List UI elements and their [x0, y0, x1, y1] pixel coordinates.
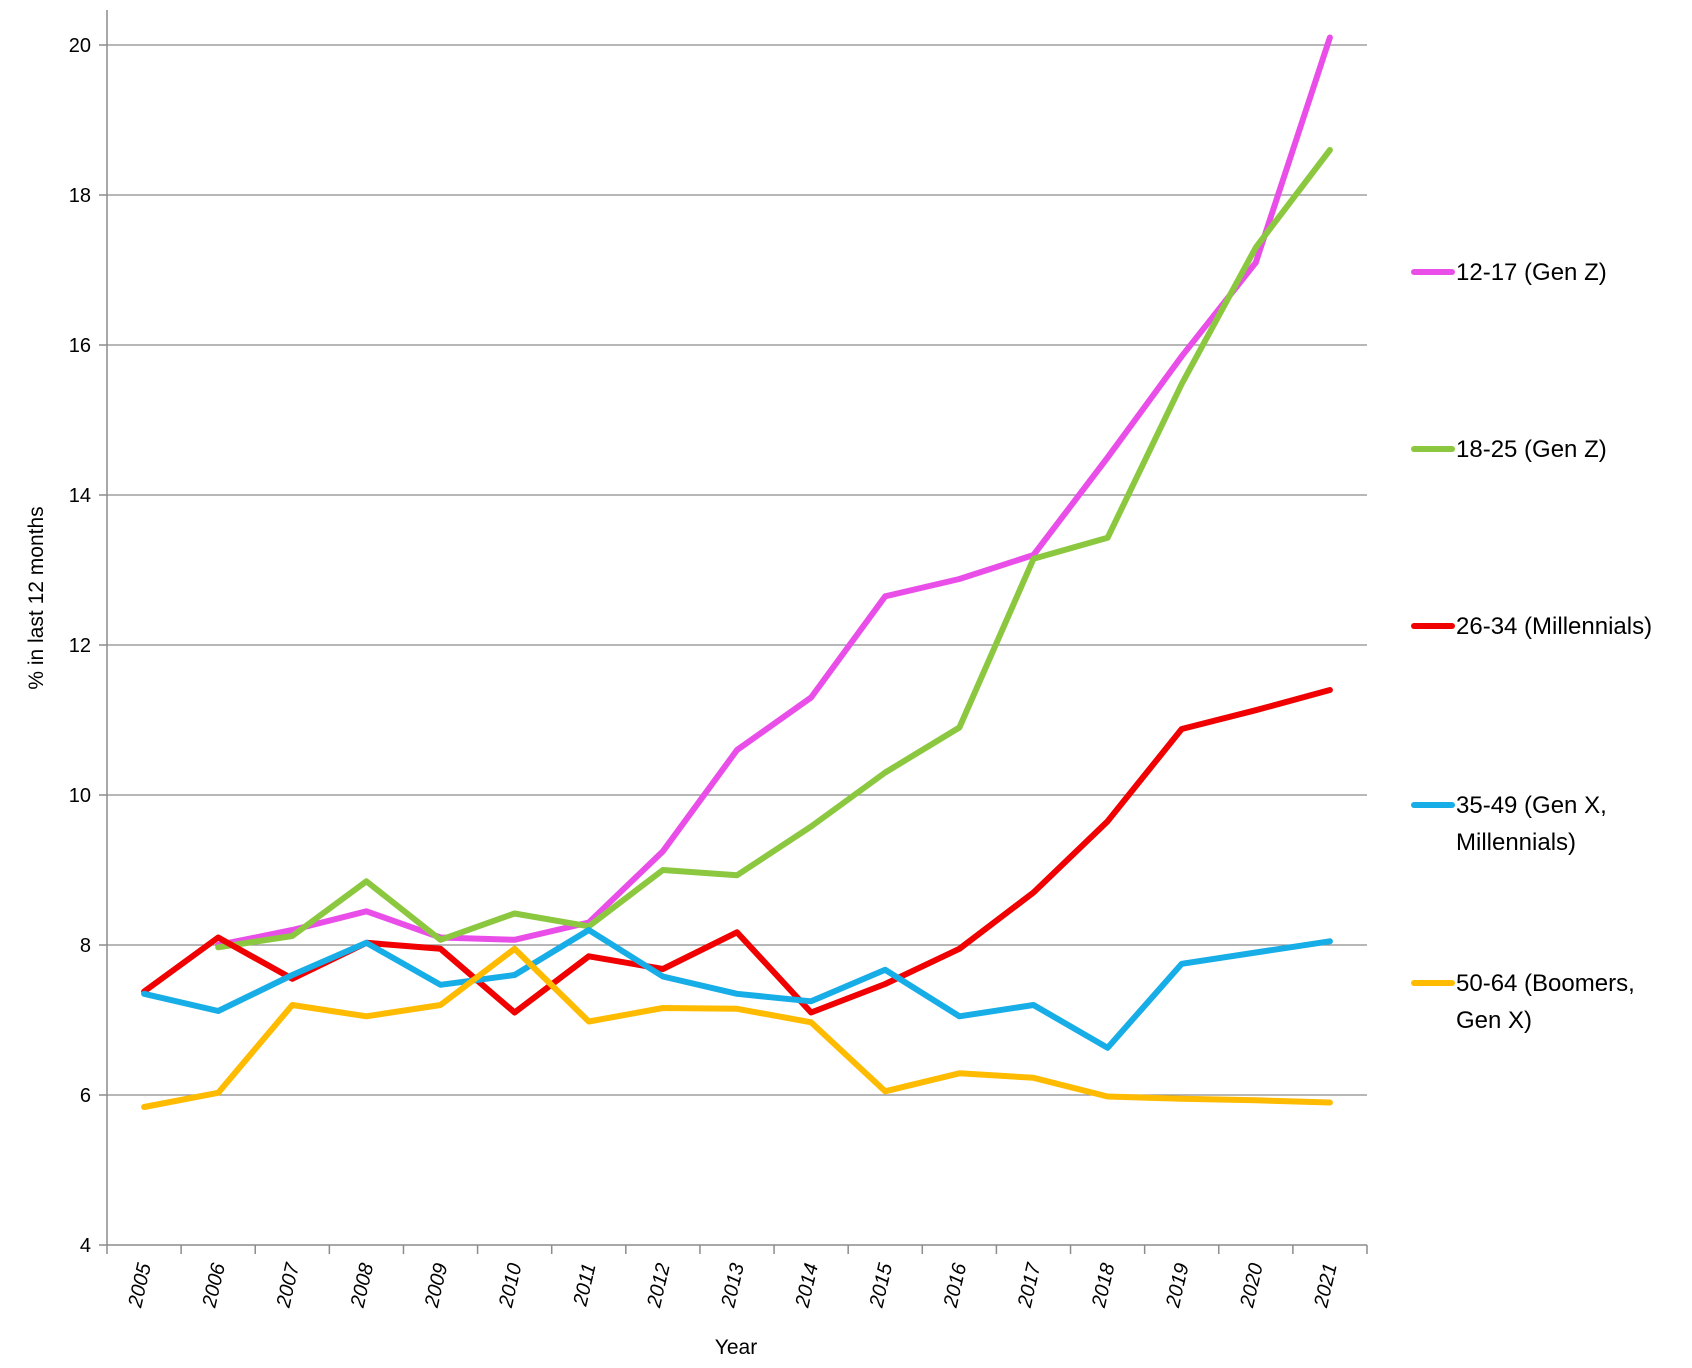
series-line-2 [215, 147, 1333, 951]
series-line-4 [141, 927, 1333, 1051]
x-tick-label: 2012 [643, 1261, 675, 1310]
series-line-1 [215, 34, 1333, 948]
x-tick-label: 2016 [940, 1260, 972, 1310]
x-tick-label: 2007 [272, 1260, 304, 1310]
y-tick-label: 10 [69, 785, 91, 807]
legend-label-3: 26-34 (Millennials) [1456, 613, 1652, 640]
x-tick-label: 2005 [124, 1260, 156, 1310]
x-tick-label: 2013 [717, 1261, 749, 1310]
x-tick-label: 2014 [791, 1261, 823, 1310]
y-tick-labels: 4 6 8 10 12 14 16 18 20 [69, 35, 91, 1257]
y-tick-label: 4 [80, 1235, 91, 1257]
x-axis-title: Year [715, 1336, 757, 1359]
y-tick-label: 16 [69, 335, 91, 357]
legend-label-2: 18-25 (Gen Z) [1456, 436, 1607, 463]
legend-label-4: 35-49 (Gen X, Millennials) [1456, 792, 1607, 856]
y-tick-label: 6 [80, 1085, 91, 1107]
y-tick-label: 12 [69, 635, 91, 657]
y-axis-title: % in last 12 months [25, 506, 48, 689]
series-line-5 [141, 945, 1333, 1110]
legend-label-1: 12-17 (Gen Z) [1456, 259, 1607, 286]
x-tick-label: 2010 [495, 1261, 527, 1310]
x-tick-label: 2020 [1236, 1261, 1268, 1310]
series-lines [141, 34, 1333, 1110]
legend-label-5: 50-64 (Boomers, Gen X) [1456, 970, 1635, 1034]
y-tick-label: 14 [69, 485, 91, 507]
gridlines [107, 44, 1367, 1096]
x-tick-label: 2009 [421, 1261, 453, 1310]
x-tick-label: 2008 [347, 1261, 379, 1310]
y-tick-label: 18 [69, 185, 91, 207]
y-tick-label: 20 [69, 35, 91, 57]
x-tick-label: 2017 [1014, 1260, 1046, 1310]
x-tick-label: 2011 [569, 1261, 600, 1309]
axes [99, 10, 1368, 1254]
x-tick-label: 2006 [198, 1260, 230, 1310]
x-tick-label: 2019 [1162, 1261, 1194, 1310]
x-tick-label: 2018 [1088, 1261, 1120, 1310]
x-tick-label: 2021 [1310, 1261, 1342, 1310]
x-tick-label: 2015 [865, 1260, 897, 1310]
y-tick-label: 8 [80, 935, 91, 957]
legend: 12-17 (Gen Z) 18-25 (Gen Z) 26-34 (Millenn… [1411, 259, 1652, 1034]
x-tick-labels: 2005 2006 2007 2008 2009 2010 2011 2012 2013 2014… [124, 1260, 1342, 1310]
